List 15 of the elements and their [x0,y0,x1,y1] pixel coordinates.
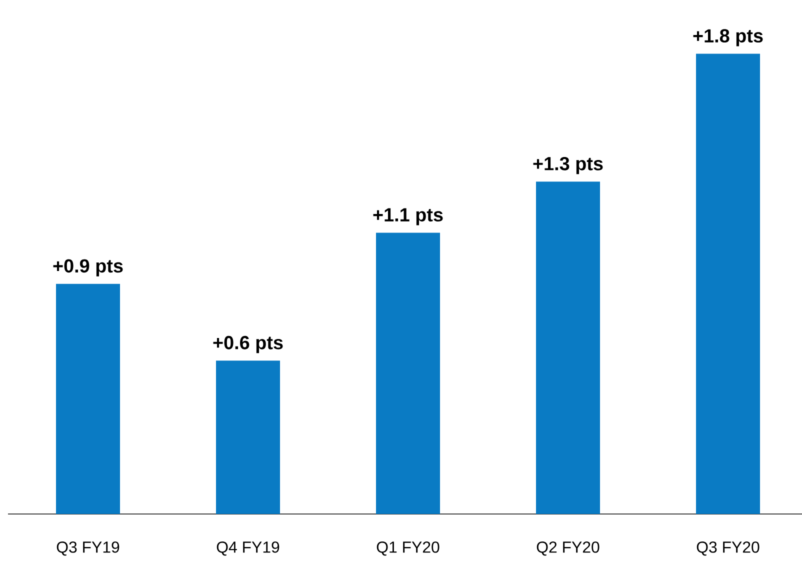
data-label: +0.6 pts [213,336,283,354]
data-label: +0.9 pts [53,259,123,276]
bar [696,54,760,514]
data-label: +1.1 pts [373,208,443,226]
bar [376,232,440,514]
data-label: +1.8 pts [693,29,763,46]
x-tick-label: Q3 FY20 [696,542,760,556]
data-label: +1.3 pts [533,156,603,174]
x-tick-label: Q1 FY20 [376,542,440,556]
x-tick-label: Q4 FY19 [216,542,280,556]
x-tick-label: Q3 FY19 [56,542,120,556]
bar [216,360,280,514]
bar [56,284,120,514]
bar [536,182,600,514]
x-tick-label: Q2 FY20 [536,542,600,556]
